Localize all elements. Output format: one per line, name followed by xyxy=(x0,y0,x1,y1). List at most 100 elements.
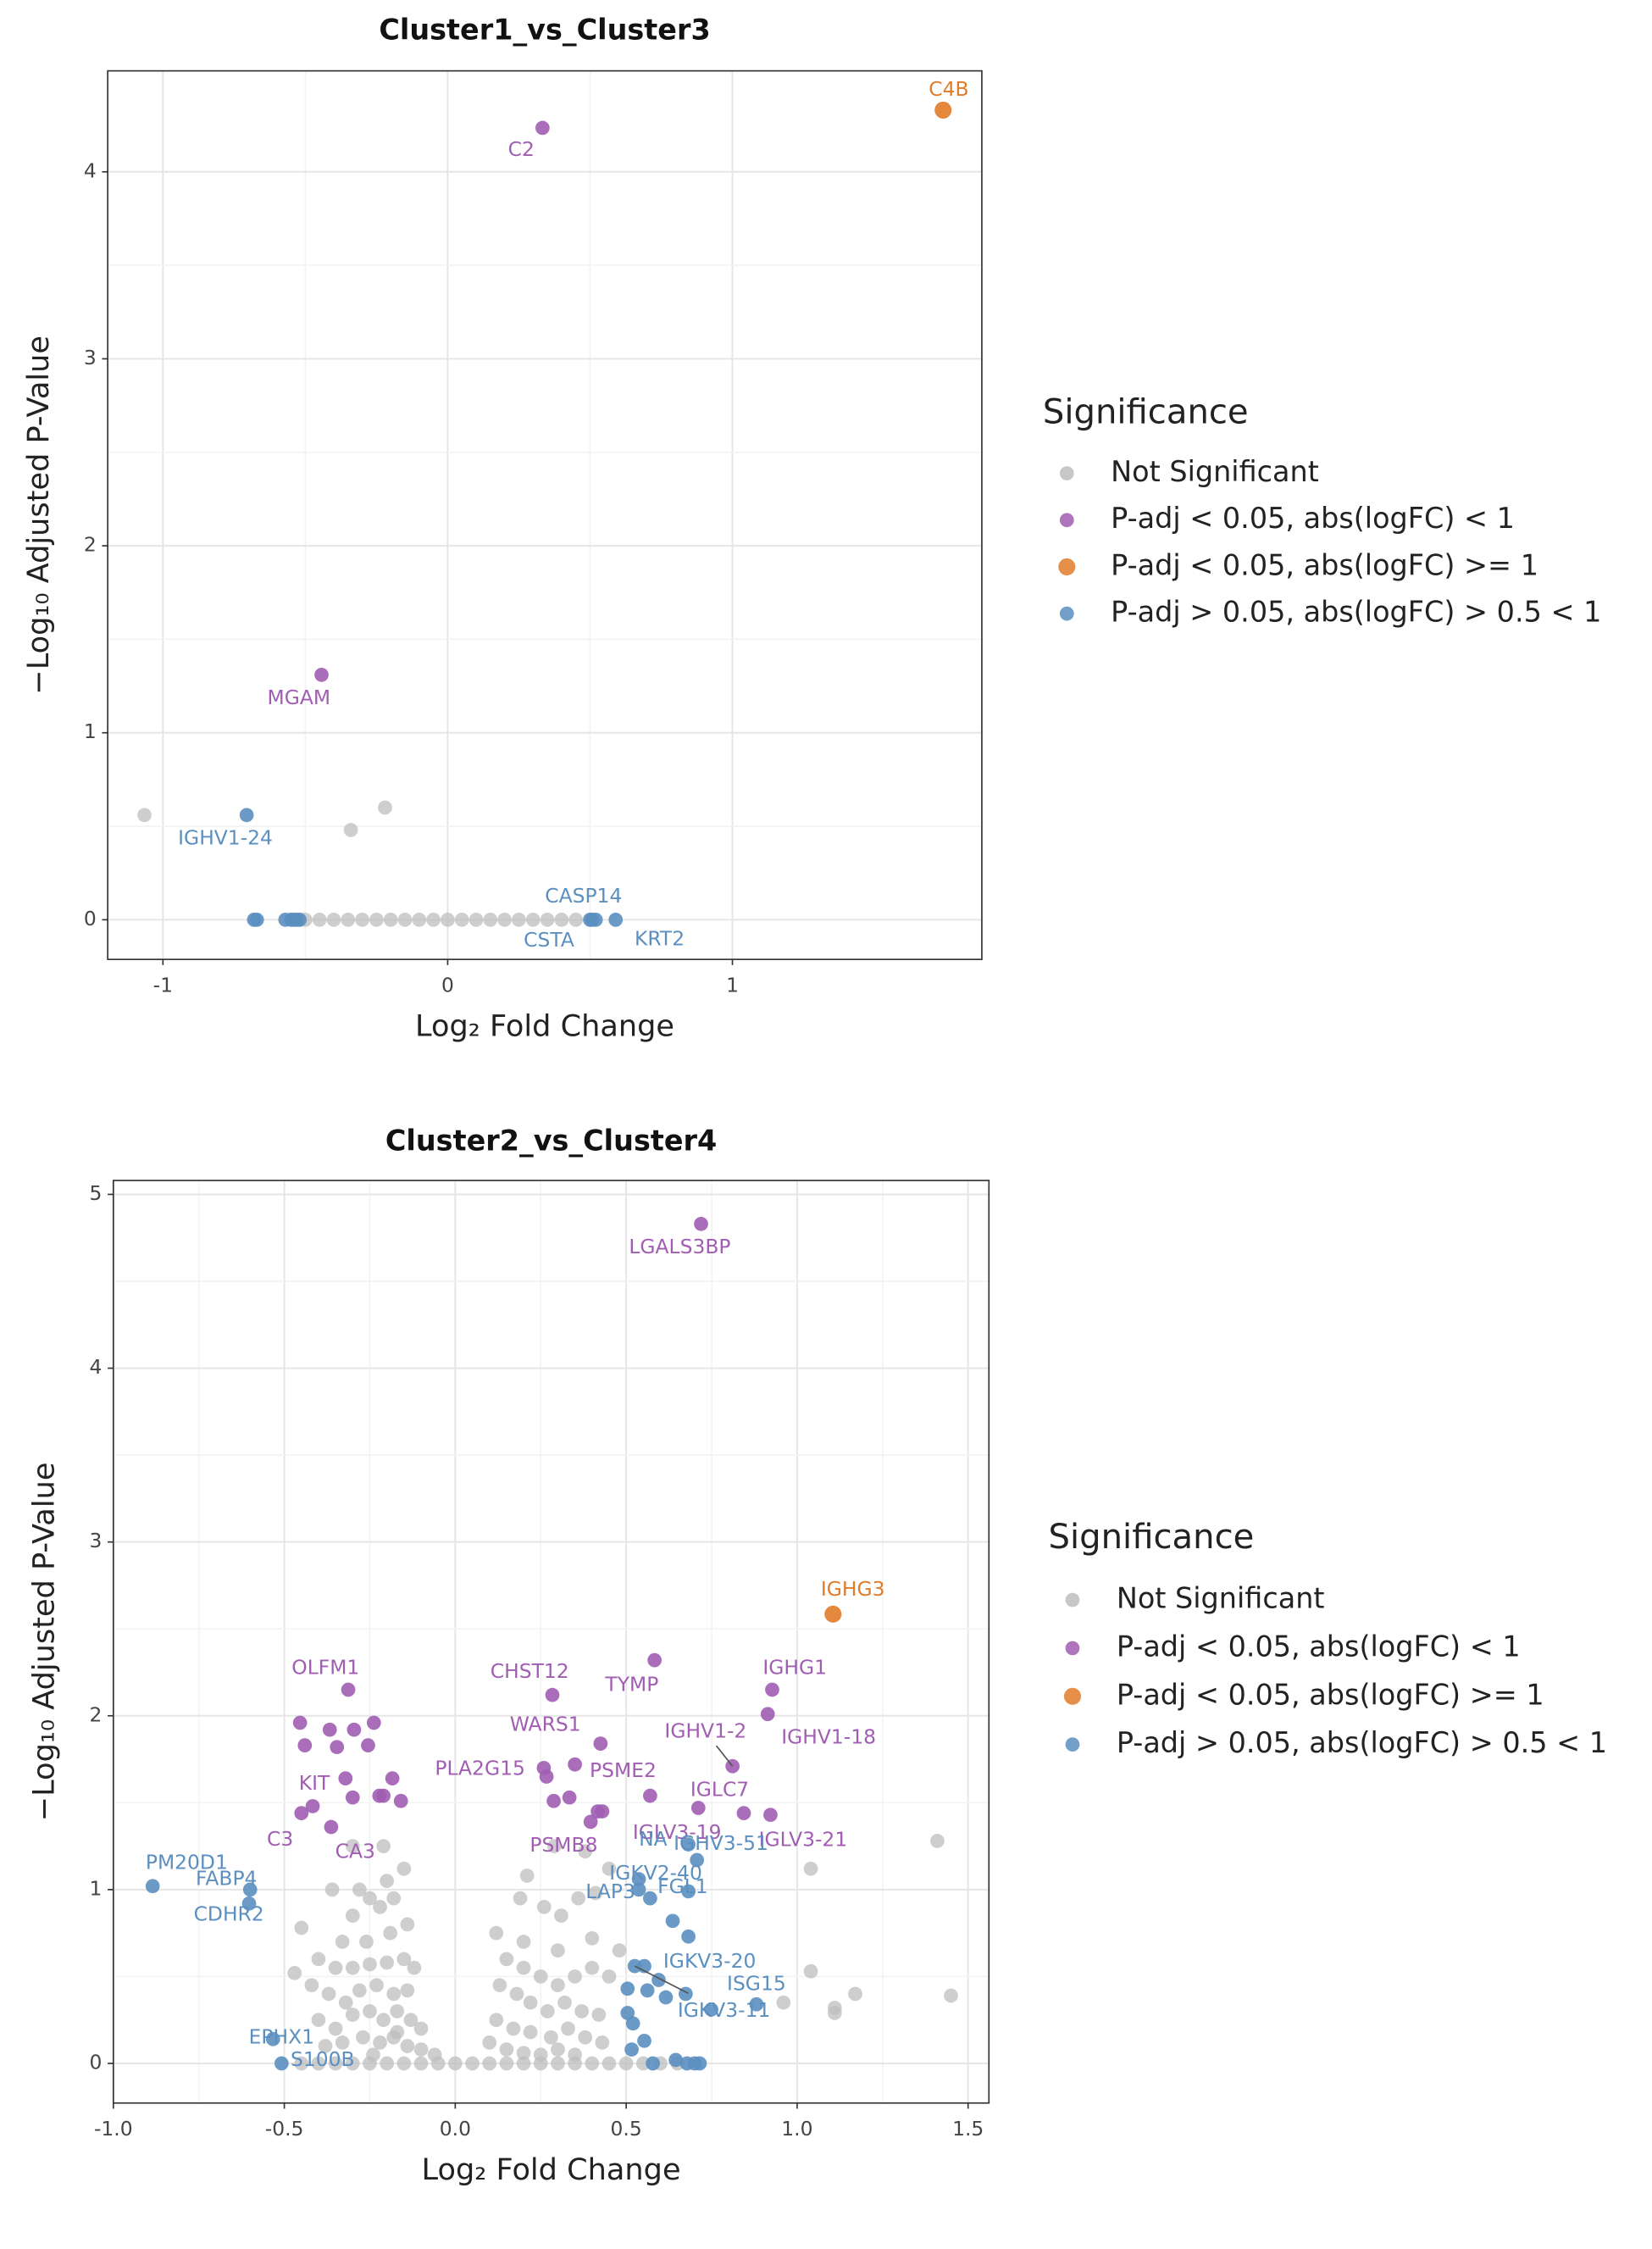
data-point xyxy=(681,1884,696,1899)
x-tick-label: 0.5 xyxy=(611,2117,642,2141)
legend-swatch xyxy=(1059,513,1074,528)
point-label: EPHX1 xyxy=(249,2024,314,2048)
data-point xyxy=(608,913,624,927)
point-label: C2 xyxy=(508,137,535,161)
data-point xyxy=(363,1891,377,1906)
data-point xyxy=(324,1819,339,1835)
data-point xyxy=(725,1758,740,1774)
legend-title: Significance xyxy=(1049,1518,1255,1557)
point-label: C4B xyxy=(929,77,968,101)
data-point xyxy=(361,1738,375,1753)
y-tick-label: 3 xyxy=(90,1529,103,1552)
data-point xyxy=(551,2042,565,2057)
y-tick-label: 0 xyxy=(84,907,97,930)
data-point xyxy=(346,1722,362,1737)
data-point xyxy=(690,1852,705,1868)
legend-label: Not Significant xyxy=(1111,455,1319,488)
data-point xyxy=(568,1969,582,1984)
data-point xyxy=(312,913,327,927)
data-point xyxy=(595,1804,610,1819)
point-label: CHST12 xyxy=(491,1659,569,1683)
legend-swatch xyxy=(1058,558,1076,575)
data-point xyxy=(483,913,498,927)
data-point xyxy=(390,2004,405,2019)
data-point xyxy=(647,1652,662,1668)
data-point xyxy=(403,2013,419,2028)
data-point xyxy=(328,1960,343,1975)
legend-swatch xyxy=(1059,466,1074,480)
panel-border xyxy=(112,1180,990,2104)
data-point xyxy=(934,101,952,119)
point-label: IGHV1-24 xyxy=(178,826,273,850)
data-point xyxy=(454,913,469,927)
data-point xyxy=(546,1793,561,1808)
data-point xyxy=(562,1790,577,1805)
data-point xyxy=(568,1757,582,1772)
data-point xyxy=(516,1960,531,1975)
point-label: IGKV3-11 xyxy=(678,1998,771,2022)
data-point xyxy=(516,2056,531,2071)
data-point xyxy=(583,913,597,927)
point-label: IGHG3 xyxy=(821,1577,885,1601)
data-point xyxy=(554,1908,568,1924)
data-point xyxy=(341,913,356,927)
data-point xyxy=(322,1722,337,1737)
data-point xyxy=(407,1960,422,1975)
data-point xyxy=(593,1736,608,1751)
point-label: IGHV3-51 xyxy=(674,1831,768,1855)
y-tick-label: 4 xyxy=(90,1355,103,1379)
data-point xyxy=(345,1790,360,1805)
data-point xyxy=(448,2056,463,2071)
data-point xyxy=(513,1891,528,1906)
data-point xyxy=(523,1995,538,2010)
point-label: KRT2 xyxy=(635,926,685,950)
data-point xyxy=(363,2056,377,2071)
data-point xyxy=(643,1788,657,1803)
data-point xyxy=(294,1806,309,1820)
data-point xyxy=(704,2002,718,2017)
data-point xyxy=(426,913,441,927)
y-tick-label: 1 xyxy=(84,719,97,743)
data-point xyxy=(554,913,569,927)
data-point xyxy=(376,1788,391,1803)
point-label: WARS1 xyxy=(510,1712,581,1735)
data-point xyxy=(499,1952,514,1967)
data-point xyxy=(595,2035,610,2050)
data-point xyxy=(848,1986,862,2002)
data-point xyxy=(321,1986,336,2002)
data-point xyxy=(393,1793,408,1808)
data-point xyxy=(338,1771,353,1785)
data-point xyxy=(369,913,384,927)
y-tick-label: 0 xyxy=(90,2050,103,2074)
point-label: IGHV1-2 xyxy=(664,1719,746,1743)
data-point xyxy=(376,1839,391,1853)
data-point xyxy=(824,1605,842,1623)
legend-label: P-adj < 0.05, abs(logFC) < 1 xyxy=(1111,502,1515,535)
data-point xyxy=(665,1913,680,1929)
point-label: LAP3 xyxy=(585,1880,635,1903)
panel xyxy=(113,1180,990,2103)
data-point xyxy=(366,1715,381,1730)
data-point xyxy=(624,2042,639,2057)
data-point xyxy=(551,2056,565,2071)
point-label: S100B xyxy=(291,2047,355,2071)
data-point xyxy=(620,1981,635,1996)
point-label: KIT xyxy=(299,1771,330,1795)
legend-swatch xyxy=(1063,1687,1082,1705)
label-leader xyxy=(634,1965,689,1994)
data-point xyxy=(345,2056,360,2071)
data-point xyxy=(585,1960,600,1975)
data-point xyxy=(338,1995,353,2010)
data-point xyxy=(557,1995,572,2010)
point-label: PSMB8 xyxy=(529,1833,597,1857)
data-point xyxy=(328,2056,343,2071)
data-point xyxy=(561,2021,575,2036)
data-point xyxy=(363,1957,377,1972)
data-point xyxy=(640,1983,655,1998)
data-point xyxy=(465,2056,480,2071)
legend-label: P-adj < 0.05, abs(logFC) < 1 xyxy=(1117,1630,1521,1663)
data-point xyxy=(304,1978,319,1993)
point-label: FABP4 xyxy=(196,1866,257,1890)
data-point xyxy=(574,2004,590,2019)
data-point xyxy=(355,913,369,927)
